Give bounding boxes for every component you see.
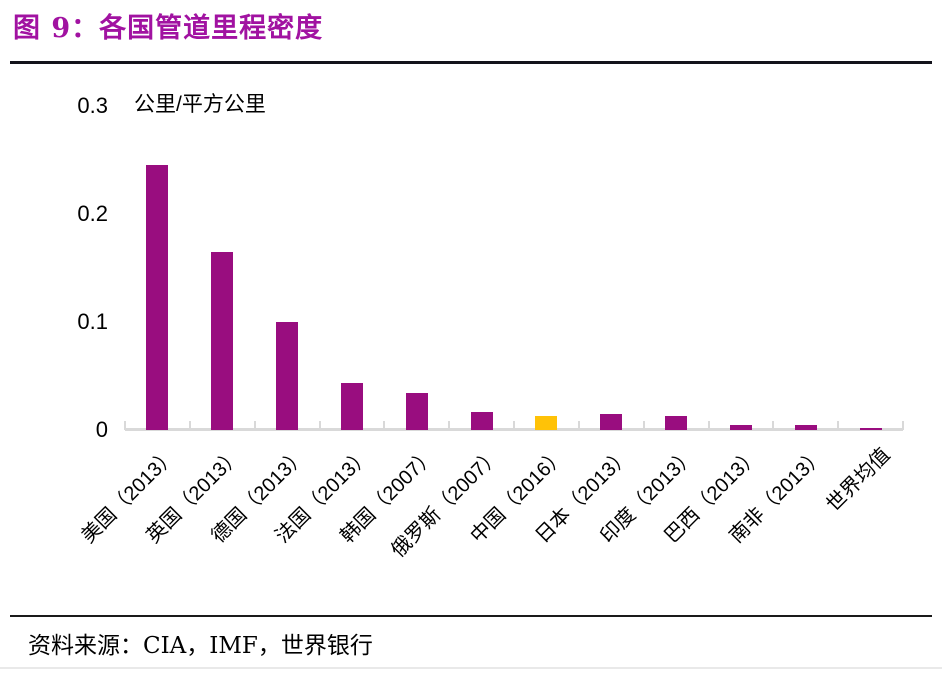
- bar-美国（2013）: [146, 165, 169, 430]
- bar-世界均值: [859, 427, 882, 430]
- x-axis-tick: [837, 421, 840, 430]
- plot-area: [124, 106, 904, 430]
- x-axis-tick: [188, 421, 191, 430]
- bar-韩国（2007）: [405, 393, 428, 430]
- x-axis-tick: [902, 421, 904, 430]
- footer-divider: [10, 615, 932, 617]
- y-axis-tick-label-0.3: 0.3: [77, 93, 108, 118]
- source-note: 资料来源：CIA，IMF，世界银行: [28, 633, 373, 659]
- y-axis-tick-label-0: 0: [95, 417, 108, 442]
- bar-法国（2013）: [340, 382, 363, 430]
- figure-title: 图 9：各国管道里程密度: [13, 13, 324, 44]
- x-axis-tick: [124, 421, 126, 430]
- y-axis-unit-label: 公里/平方公里: [134, 93, 266, 116]
- x-axis-tick: [253, 421, 256, 430]
- x-axis-tick: [772, 421, 775, 430]
- bar-德国（2013）: [276, 322, 299, 430]
- y-axis-tick-label-0.1: 0.1: [77, 309, 108, 334]
- x-axis-tick: [383, 421, 386, 430]
- x-axis-tick: [707, 421, 710, 430]
- x-axis-tick: [513, 421, 515, 430]
- x-axis-tick: [577, 421, 580, 430]
- title-divider: [10, 61, 932, 64]
- bar-日本（2013）: [600, 413, 623, 430]
- x-axis-tick: [642, 421, 645, 430]
- bottom-border: [0, 667, 942, 669]
- bar-中国（2016）: [535, 416, 558, 430]
- bar-俄罗斯（2007）: [470, 411, 493, 430]
- bar-英国（2013）: [211, 251, 234, 430]
- y-axis-tick-label-0.2: 0.2: [77, 201, 108, 226]
- bar-南非（2013）: [794, 424, 817, 430]
- x-axis-tick: [318, 421, 321, 430]
- bar-印度（2013）: [665, 416, 688, 430]
- x-axis-label-世界均值: 世界均值: [822, 444, 895, 517]
- x-axis-tick: [448, 421, 451, 430]
- bar-巴西（2013）: [729, 424, 752, 430]
